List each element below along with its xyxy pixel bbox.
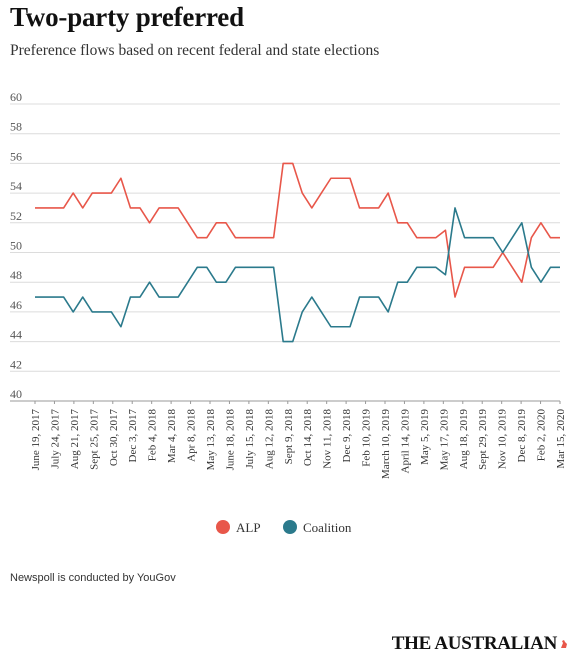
y-tick-label: 42: [10, 357, 22, 371]
y-tick-label: 58: [10, 120, 22, 134]
x-tick-label: Dec 9, 2018: [341, 409, 353, 463]
legend-label-alp: ALP: [236, 520, 261, 535]
x-tick-label: Oct 14, 2018: [302, 409, 314, 467]
chart-subtitle: Preference flows based on recent federal…: [10, 42, 380, 59]
y-tick-label: 48: [10, 268, 22, 282]
x-tick-label: Oct 30, 2017: [108, 409, 120, 467]
x-tick-label: Sept 9, 2018: [283, 409, 295, 465]
legend-swatch-coalition: [283, 520, 297, 534]
y-tick-label: 40: [10, 387, 22, 401]
brand-logo: THE AUSTRALIAN: [392, 633, 569, 655]
y-tick-label: 54: [10, 179, 22, 193]
chart-title: Two-party preferred: [10, 2, 244, 32]
emu-icon: [561, 640, 567, 648]
x-tick-label: Aug 21, 2017: [69, 409, 81, 470]
x-tick-label: June 18, 2018: [224, 409, 236, 471]
footer-credit: Newspoll is conducted by YouGov: [10, 572, 176, 584]
x-tick-label: Feb 2, 2020: [536, 409, 548, 462]
x-tick-label: May 5, 2019: [419, 409, 431, 465]
line-chart: 40 42 44 46 48 50 52 54 56 58 60 June 19, 2017 July …: [10, 90, 567, 535]
series-line-coalition: [35, 207, 560, 343]
x-tick-label: Aug 18, 2019: [458, 409, 470, 470]
x-tick-label: Mar 15, 2020: [555, 409, 567, 469]
x-tick-label: Mar 4, 2018: [166, 409, 178, 464]
x-tick-label: Nov 10, 2019: [497, 409, 509, 470]
x-tick-label: Dec 8, 2019: [516, 409, 528, 463]
y-tick-label: 50: [10, 239, 22, 253]
x-tick-label: July 24, 2017: [49, 409, 61, 469]
brand-name: THE AUSTRALIAN: [391, 633, 558, 654]
x-tick-label: June 19, 2017: [30, 409, 42, 471]
x-tick-label: May 13, 2018: [205, 409, 217, 471]
y-tick-label: 44: [10, 328, 22, 342]
x-tick-label: April 14, 2019: [399, 409, 411, 474]
x-tick-label: Apr 8, 2018: [186, 409, 198, 462]
y-tick-label: 46: [10, 298, 22, 312]
x-tick-label: Aug 12, 2018: [263, 409, 275, 470]
x-tick-label: Sept 29, 2019: [477, 409, 489, 470]
series-line-alp: [35, 162, 560, 298]
y-tick-label: 60: [10, 90, 22, 104]
y-tick-label: 52: [10, 209, 22, 223]
y-tick-label: 56: [10, 149, 22, 163]
x-tick-label: May 17, 2019: [438, 409, 450, 471]
x-tick-label: March 10, 2019: [380, 409, 392, 479]
x-tick-label: Sept 25, 2017: [88, 409, 100, 470]
legend-label-coalition: Coalition: [303, 520, 352, 535]
x-tick-label: Feb 4, 2018: [147, 409, 159, 462]
x-tick-label: Dec 3, 2017: [127, 409, 139, 463]
legend-swatch-alp: [216, 520, 230, 534]
x-tick-label: July 15, 2018: [244, 409, 256, 469]
x-tick-label: Feb 10, 2019: [361, 409, 373, 467]
x-tick-label: Nov 11, 2018: [322, 409, 334, 469]
